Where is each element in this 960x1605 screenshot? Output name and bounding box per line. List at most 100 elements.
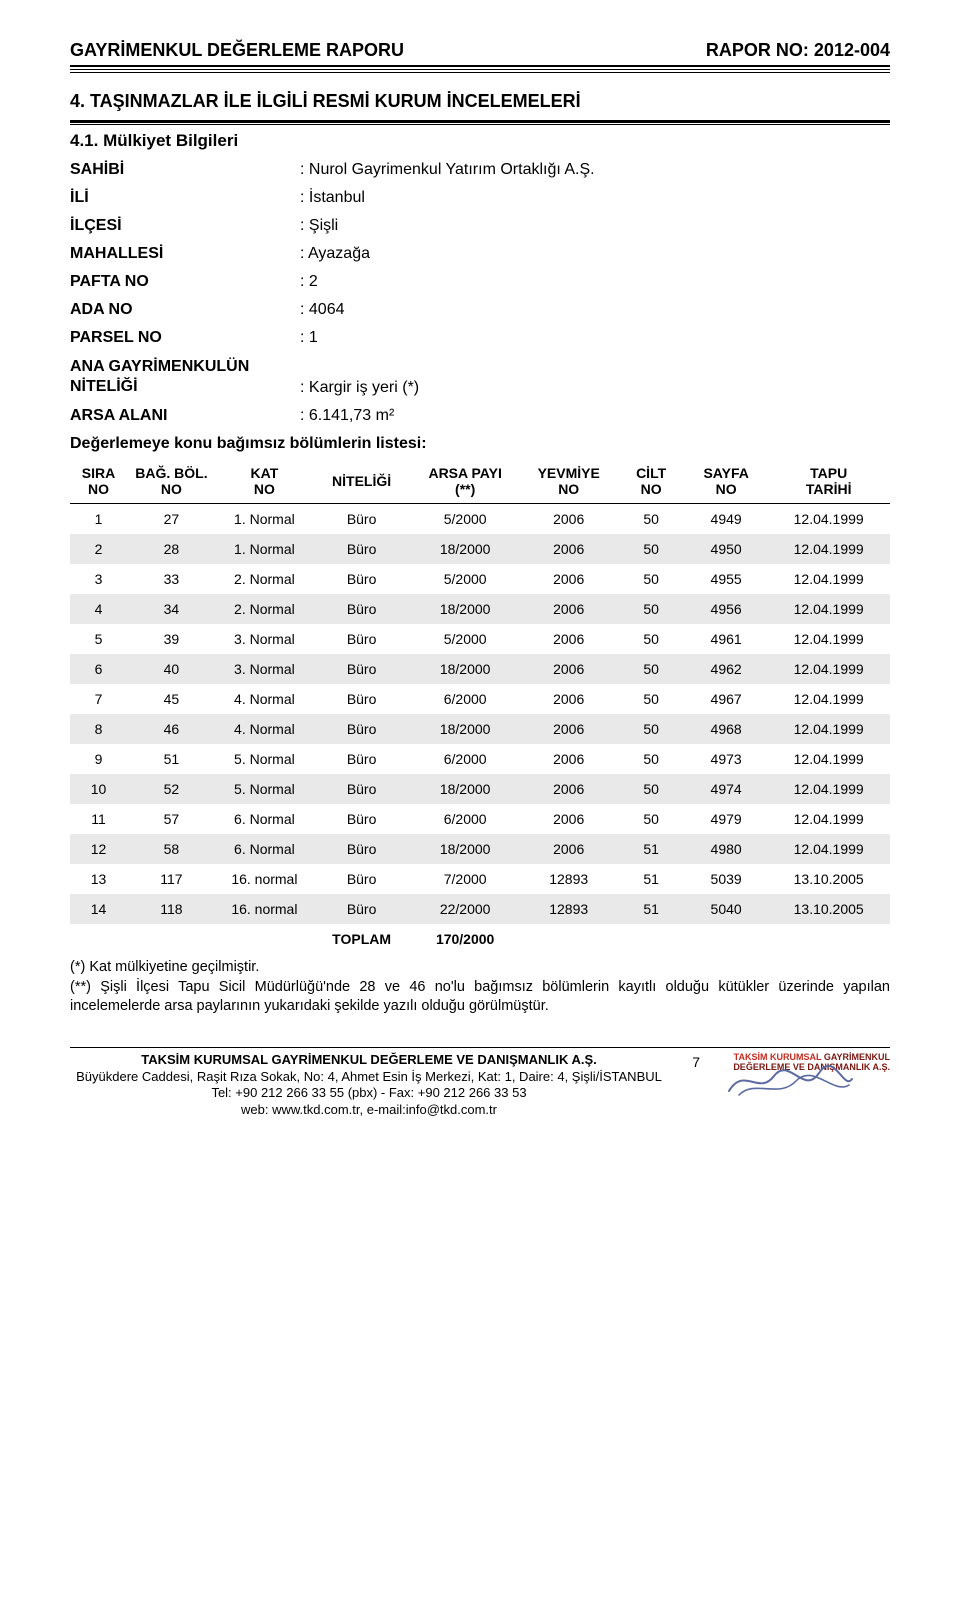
table-cell: 50 bbox=[617, 534, 685, 564]
value-ili: İstanbul bbox=[300, 189, 890, 207]
subsection-title: 4.1. Mülkiyet Bilgileri bbox=[70, 131, 890, 151]
table-cell: 4956 bbox=[685, 594, 767, 624]
total-value: 170/2000 bbox=[410, 924, 520, 954]
footer-web: web: www.tkd.com.tr, e-mail:info@tkd.com… bbox=[70, 1102, 668, 1119]
page-root: GAYRİMENKUL DEĞERLEME RAPORU RAPOR NO: 2… bbox=[0, 0, 960, 1149]
table-cell: 4. Normal bbox=[216, 714, 313, 744]
table-cell: 5. Normal bbox=[216, 744, 313, 774]
table-total-row: TOPLAM170/2000 bbox=[70, 924, 890, 954]
table-cell: 12.04.1999 bbox=[767, 714, 890, 744]
label-ada: ADA NO bbox=[70, 301, 300, 319]
table-cell: 6/2000 bbox=[410, 804, 520, 834]
table-row: 12586. NormalBüro18/2000200651498012.04.… bbox=[70, 834, 890, 864]
table-cell: 2006 bbox=[520, 834, 617, 864]
label-parsel: PARSEL NO bbox=[70, 329, 300, 347]
table-cell: 4955 bbox=[685, 564, 767, 594]
table-cell: 12.04.1999 bbox=[767, 684, 890, 714]
table-cell: 4. Normal bbox=[216, 684, 313, 714]
table-cell: 3 bbox=[70, 564, 127, 594]
table-cell: Büro bbox=[313, 684, 410, 714]
table-cell: 50 bbox=[617, 744, 685, 774]
page-footer: TAKSİM KURUMSAL GAYRİMENKUL DEĞERLEME VE… bbox=[70, 1047, 890, 1120]
header-right: RAPOR NO: 2012-004 bbox=[706, 40, 890, 61]
table-cell: 13.10.2005 bbox=[767, 864, 890, 894]
table-cell: 46 bbox=[127, 714, 216, 744]
header-left: GAYRİMENKUL DEĞERLEME RAPORU bbox=[70, 40, 404, 61]
table-cell: 12 bbox=[70, 834, 127, 864]
table-row: 6403. NormalBüro18/2000200650496212.04.1… bbox=[70, 654, 890, 684]
table-cell: Büro bbox=[313, 804, 410, 834]
table-row: 3332. NormalBüro5/2000200650495512.04.19… bbox=[70, 564, 890, 594]
table-cell: 12.04.1999 bbox=[767, 534, 890, 564]
section-underline bbox=[70, 120, 890, 125]
table-cell: 4949 bbox=[685, 504, 767, 535]
label-sahibi: SAHİBİ bbox=[70, 161, 300, 179]
table-cell: Büro bbox=[313, 504, 410, 535]
table-cell: 5/2000 bbox=[410, 624, 520, 654]
table-cell: 50 bbox=[617, 564, 685, 594]
table-cell: 4962 bbox=[685, 654, 767, 684]
table-cell: 51 bbox=[127, 744, 216, 774]
label-ilcesi: İLÇESİ bbox=[70, 217, 300, 235]
table-column-header: KAT NO bbox=[216, 459, 313, 504]
table-cell: 12.04.1999 bbox=[767, 774, 890, 804]
footer-tel: Tel: +90 212 266 33 55 (pbx) - Fax: +90 … bbox=[70, 1085, 668, 1102]
page-header: GAYRİMENKUL DEĞERLEME RAPORU RAPOR NO: 2… bbox=[70, 40, 890, 61]
table-row: 10525. NormalBüro18/2000200650497412.04.… bbox=[70, 774, 890, 804]
table-cell: Büro bbox=[313, 594, 410, 624]
table-column-header: BAĞ. BÖL. NO bbox=[127, 459, 216, 504]
table-row: 5393. NormalBüro5/2000200650496112.04.19… bbox=[70, 624, 890, 654]
table-cell: 6 bbox=[70, 654, 127, 684]
table-cell: Büro bbox=[313, 534, 410, 564]
table-cell: 2006 bbox=[520, 654, 617, 684]
table-cell: 4968 bbox=[685, 714, 767, 744]
table-cell: 12.04.1999 bbox=[767, 564, 890, 594]
table-cell: 50 bbox=[617, 504, 685, 535]
table-cell: 12.04.1999 bbox=[767, 594, 890, 624]
table-cell: 45 bbox=[127, 684, 216, 714]
label-ili: İLİ bbox=[70, 189, 300, 207]
table-column-header: SAYFA NO bbox=[685, 459, 767, 504]
table-row: 1411816. normalBüro22/20001289351504013.… bbox=[70, 894, 890, 924]
label-pafta: PAFTA NO bbox=[70, 273, 300, 291]
table-cell: 6. Normal bbox=[216, 834, 313, 864]
table-cell: 16. normal bbox=[216, 894, 313, 924]
table-cell: 13 bbox=[70, 864, 127, 894]
table-cell: 12.04.1999 bbox=[767, 504, 890, 535]
table-cell: 1. Normal bbox=[216, 504, 313, 535]
table-cell: Büro bbox=[313, 744, 410, 774]
table-cell: 18/2000 bbox=[410, 714, 520, 744]
table-cell: 117 bbox=[127, 864, 216, 894]
table-row: 9515. NormalBüro6/2000200650497312.04.19… bbox=[70, 744, 890, 774]
total-label: TOPLAM bbox=[313, 924, 410, 954]
table-cell: 3. Normal bbox=[216, 654, 313, 684]
table-cell: 57 bbox=[127, 804, 216, 834]
table-cell: 50 bbox=[617, 594, 685, 624]
table-cell: 13.10.2005 bbox=[767, 894, 890, 924]
table-cell: 22/2000 bbox=[410, 894, 520, 924]
table-cell: 18/2000 bbox=[410, 594, 520, 624]
table-column-header: TAPU TARİHİ bbox=[767, 459, 890, 504]
footnotes: (*) Kat mülkiyetine geçilmiştir. (**) Şi… bbox=[70, 958, 890, 1017]
table-cell: 12.04.1999 bbox=[767, 624, 890, 654]
table-cell: 10 bbox=[70, 774, 127, 804]
table-cell: 50 bbox=[617, 654, 685, 684]
table-cell: 2006 bbox=[520, 774, 617, 804]
label-mahallesi: MAHALLESİ bbox=[70, 245, 300, 263]
table-cell: 12.04.1999 bbox=[767, 654, 890, 684]
table-cell: 118 bbox=[127, 894, 216, 924]
table-cell: 4973 bbox=[685, 744, 767, 774]
table-cell: 39 bbox=[127, 624, 216, 654]
table-cell: 2006 bbox=[520, 714, 617, 744]
table-cell: 28 bbox=[127, 534, 216, 564]
table-cell: 16. normal bbox=[216, 864, 313, 894]
table-cell: 11 bbox=[70, 804, 127, 834]
table-row: 2281. NormalBüro18/2000200650495012.04.1… bbox=[70, 534, 890, 564]
table-cell: Büro bbox=[313, 894, 410, 924]
table-cell: 8 bbox=[70, 714, 127, 744]
table-cell: 5/2000 bbox=[410, 504, 520, 535]
table-cell: 2006 bbox=[520, 624, 617, 654]
label-nitelik: ANA GAYRİMENKULÜN NİTELİĞİ bbox=[70, 357, 300, 397]
value-ada: 4064 bbox=[300, 301, 890, 319]
value-mahallesi: Ayazağa bbox=[300, 245, 890, 263]
